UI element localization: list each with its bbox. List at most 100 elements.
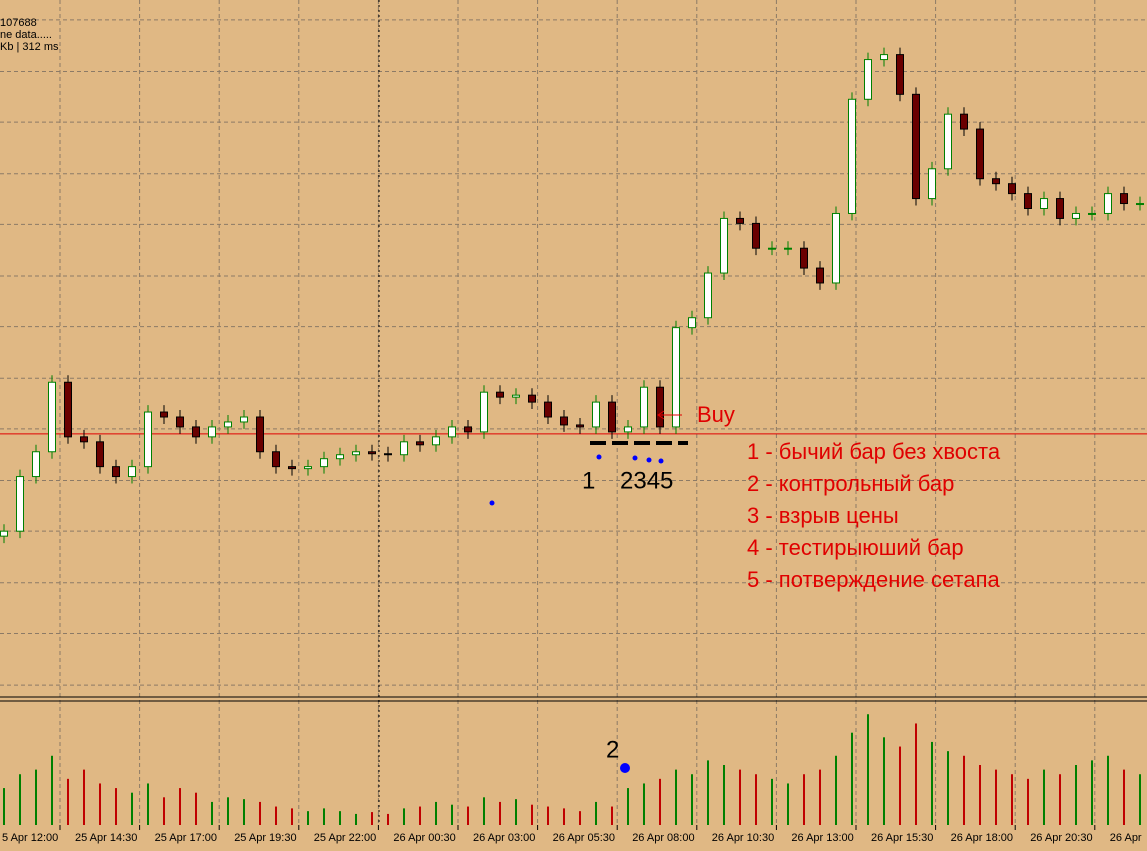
- candle-body: [48, 381, 56, 453]
- candle-body: [768, 247, 776, 250]
- candle-body: [1088, 212, 1096, 215]
- candle-body: [528, 394, 536, 403]
- candle-body: [16, 476, 24, 532]
- x-tick-label: 26 Apr 10:30: [712, 832, 774, 844]
- candle-body: [288, 466, 296, 470]
- x-tick-label: 26 Apr: [1110, 832, 1142, 844]
- candle-body: [1120, 193, 1128, 205]
- header-line: ne data.....: [0, 29, 52, 41]
- note: 3 - взрыв цены: [747, 503, 899, 528]
- candle-body: [800, 247, 808, 269]
- candle-body: [1136, 203, 1144, 206]
- candle-body: [144, 411, 152, 468]
- candle-body: [624, 426, 632, 433]
- candle-body: [544, 401, 552, 418]
- candle-body: [848, 98, 856, 214]
- x-tick-label: 26 Apr 20:30: [1030, 832, 1092, 844]
- dot: [632, 455, 638, 461]
- candle-body: [480, 391, 488, 433]
- candle-body: [192, 426, 200, 438]
- candle-body: [512, 394, 520, 398]
- candle-body: [464, 426, 472, 433]
- header-line: Kb | 312 ms: [0, 41, 59, 53]
- candle-body: [224, 421, 232, 428]
- candle-body: [352, 451, 360, 456]
- candle-body: [128, 466, 136, 478]
- annotation: 1: [582, 467, 595, 494]
- candle-body: [688, 317, 696, 329]
- candle-body: [1040, 198, 1048, 209]
- plot: [0, 47, 1147, 825]
- x-tick-label: 25 Apr 19:30: [234, 832, 296, 844]
- candle-body: [752, 222, 760, 249]
- candle-body: [1072, 212, 1080, 219]
- x-tick-label: 25 Apr 17:00: [155, 832, 217, 844]
- candle-body: [432, 436, 440, 446]
- candle-body: [336, 454, 344, 460]
- candle-body: [864, 59, 872, 100]
- annotation: 2: [606, 736, 619, 763]
- note: 4 - тестирыюший бар: [747, 535, 964, 560]
- dot: [658, 458, 664, 464]
- buy-label: Buy: [697, 402, 735, 427]
- candle-body: [416, 441, 424, 446]
- candle-body: [592, 401, 600, 428]
- candle-body: [368, 451, 376, 455]
- candle-body: [608, 401, 616, 433]
- candle-body: [704, 272, 712, 319]
- x-tick-label: 5 Apr 12:00: [2, 832, 58, 844]
- candle-body: [1008, 183, 1016, 195]
- candle-body: [656, 386, 664, 428]
- candle-body: [80, 436, 88, 443]
- candle-body: [784, 247, 792, 250]
- candle-body: [912, 93, 920, 200]
- x-tick-label: 26 Apr 05:30: [553, 832, 615, 844]
- dot: [646, 457, 652, 463]
- candle-body: [976, 128, 984, 180]
- candle-body: [256, 416, 264, 453]
- signal-dots: [489, 454, 664, 773]
- candle-body: [1104, 193, 1112, 214]
- x-tick-label: 26 Apr 03:00: [473, 832, 535, 844]
- x-tick-label: 26 Apr 18:00: [951, 832, 1013, 844]
- note: 5 - потверждение сетапа: [747, 567, 1000, 592]
- candle-body: [1056, 198, 1064, 219]
- candle-body: [944, 113, 952, 170]
- candle-body: [720, 217, 728, 274]
- header: 107688 ne data..... Kb | 312 ms: [0, 17, 59, 53]
- candle-body: [208, 426, 216, 438]
- header-line: 107688: [0, 17, 37, 29]
- candle-body: [672, 327, 680, 428]
- candle-body: [736, 217, 744, 224]
- candle-body: [0, 530, 8, 537]
- candle-body: [640, 386, 648, 428]
- x-tick-label: 26 Apr 15:30: [871, 832, 933, 844]
- dot: [489, 500, 495, 506]
- dot: [596, 454, 602, 460]
- candle-body: [32, 451, 40, 478]
- candle-body: [896, 54, 904, 95]
- candle-body: [400, 441, 408, 456]
- x-tick-label: 25 Apr 14:30: [75, 832, 137, 844]
- candle-body: [320, 458, 328, 468]
- candle-body: [880, 54, 888, 61]
- x-tick-label: 26 Apr 08:00: [632, 832, 694, 844]
- x-tick-label: 26 Apr 00:30: [393, 832, 455, 844]
- candle-body: [240, 416, 248, 423]
- candle-body: [832, 212, 840, 284]
- candle-body: [112, 466, 120, 478]
- candle-body: [64, 381, 72, 438]
- note: 1 - бычий бар без хвоста: [747, 439, 1001, 464]
- candle-body: [960, 113, 968, 130]
- dot: [620, 763, 630, 773]
- candle-body: [928, 168, 936, 200]
- candle-body: [448, 426, 456, 438]
- candle-body: [160, 411, 168, 418]
- grid: [0, 0, 1147, 825]
- note: 2 - контрольный бар: [747, 471, 954, 496]
- notes: 1 - бычий бар без хвоста 2 - контрольный …: [747, 439, 1001, 592]
- candle-body: [176, 416, 184, 428]
- x-tick-label: 26 Apr 13:00: [791, 832, 853, 844]
